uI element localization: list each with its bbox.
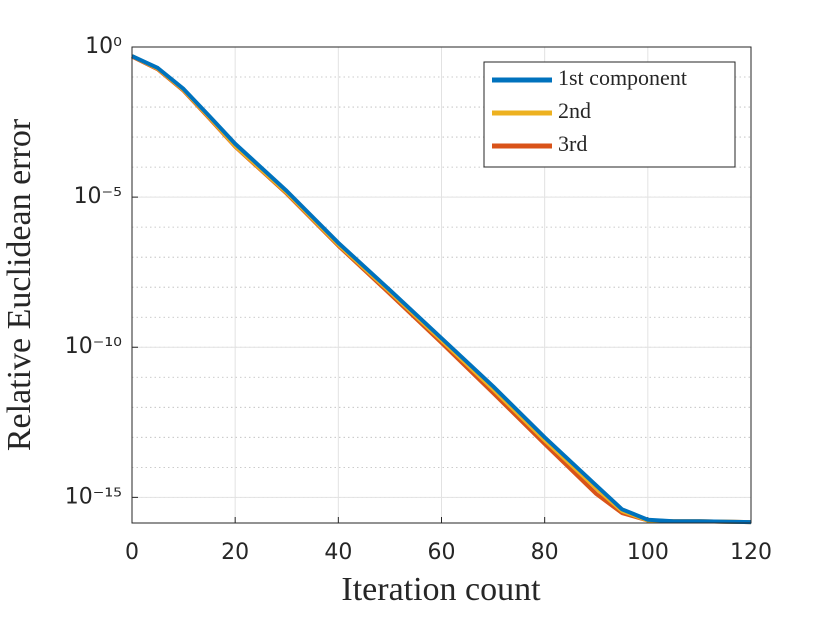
x-axis-label: Iteration count — [341, 571, 541, 608]
line-series — [131, 54, 752, 525]
y-axis-label: Relative Euclidean error — [1, 118, 38, 451]
x-tick-label: 100 — [627, 540, 669, 565]
y-tick-label: 10⁻¹⁵ — [65, 484, 122, 509]
plot-frame — [131, 46, 752, 524]
legend-label: 2nd — [558, 98, 591, 123]
x-tick-label: 40 — [324, 540, 352, 565]
x-tick-label: 80 — [531, 540, 559, 565]
legend-label: 3rd — [558, 131, 587, 156]
y-tick-label: 10⁻¹⁰ — [65, 334, 122, 359]
x-tick-label: 0 — [125, 540, 139, 565]
x-tick-label: 60 — [428, 540, 456, 565]
x-tick-label: 20 — [221, 540, 249, 565]
y-tick-label: 10⁻⁵ — [74, 184, 122, 209]
legend: 1st component 2nd 3rd — [483, 61, 736, 168]
y-tick-label: 10⁰ — [85, 34, 122, 59]
legend-label: 1st component — [558, 65, 687, 90]
x-tick-label: 120 — [730, 540, 772, 565]
